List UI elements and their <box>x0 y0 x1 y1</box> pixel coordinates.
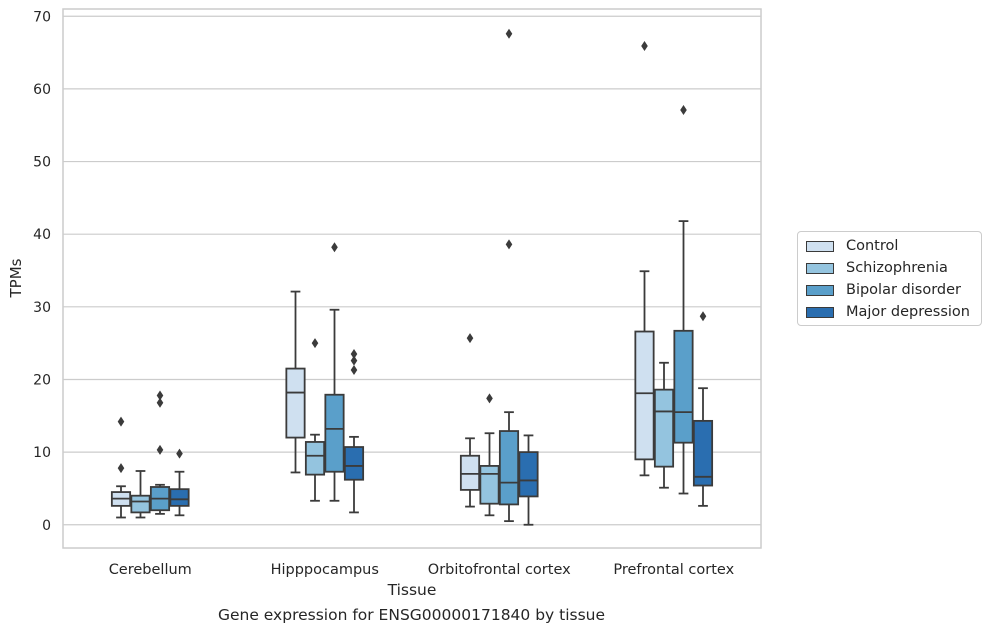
box-major-depression <box>169 448 190 517</box>
outlier-point <box>350 349 358 360</box>
box-bipolar-disorder <box>673 104 694 495</box>
y-tick-label: 60 <box>33 82 51 98</box>
legend-swatch-schizophrenia <box>806 262 834 274</box>
y-tick-label: 70 <box>33 9 51 25</box>
box-schizophrenia <box>653 361 675 489</box>
legend-item-bipolar-disorder: Bipolar disorder <box>806 281 961 299</box>
iqr-box <box>130 494 151 514</box>
legend-swatch-control <box>806 240 834 252</box>
box-schizophrenia <box>130 470 151 519</box>
legend-label-control: Control <box>846 238 899 254</box>
outlier-point <box>350 355 358 366</box>
iqr-box <box>343 446 365 481</box>
box-major-depression <box>692 311 714 507</box>
outlier-point <box>156 444 164 455</box>
legend: Control Schizophrenia Bipolar disorder M… <box>797 231 982 326</box>
box-bipolar-disorder <box>324 242 345 502</box>
outlier-point <box>117 416 125 427</box>
legend-item-major-depression: Major depression <box>806 303 970 321</box>
box-control <box>634 41 655 477</box>
box-schizophrenia <box>479 393 500 517</box>
outlier-point <box>331 242 338 253</box>
x-tick-label: Hipppocampus <box>271 562 379 578</box>
y-tick-label: 40 <box>33 227 51 243</box>
iqr-box <box>304 441 326 476</box>
x-tick-label: Orbitofrontal cortex <box>428 562 571 578</box>
iqr-box <box>459 454 481 491</box>
outlier-point <box>505 28 513 39</box>
outlier-point <box>156 390 164 401</box>
box-major-depression <box>518 434 539 526</box>
outlier-point <box>505 239 513 250</box>
iqr-box <box>692 419 714 487</box>
x-tick-labels: Cerebellum Hipppocampus Orbitofrontal cort… <box>109 562 735 578</box>
outlier-point <box>311 338 319 349</box>
box-series <box>110 28 714 526</box>
legend-label-schizophrenia: Schizophrenia <box>846 260 948 276</box>
y-tick-labels: 0 10 20 30 40 50 60 70 <box>33 9 51 533</box>
outlier-point <box>117 463 125 474</box>
iqr-box <box>518 451 539 498</box>
y-tick-label: 30 <box>33 300 51 316</box>
iqr-box <box>653 388 675 468</box>
box-bipolar-disorder <box>149 390 171 515</box>
iqr-box <box>498 430 520 506</box>
y-tick-label: 10 <box>33 445 51 461</box>
box-bipolar-disorder <box>498 28 520 523</box>
box-control <box>285 290 306 474</box>
x-axis-label: Tissue <box>387 581 437 599</box>
outlier-point <box>466 333 474 344</box>
outlier-point <box>641 41 648 52</box>
x-tick-label: Prefrontal cortex <box>613 562 734 578</box>
legend-label-bipolar-disorder: Bipolar disorder <box>846 282 961 298</box>
outlier-point <box>176 448 183 459</box>
legend-item-control: Control <box>806 237 898 255</box>
legend-swatch-bipolar-disorder <box>806 284 834 296</box>
y-axis-label: TPMs <box>7 258 25 298</box>
outlier-point <box>350 365 358 376</box>
legend-item-schizophrenia: Schizophrenia <box>806 259 948 277</box>
iqr-box <box>634 330 655 461</box>
iqr-box <box>285 367 306 439</box>
iqr-box <box>673 329 694 444</box>
y-tick-label: 50 <box>33 155 51 171</box>
box-control <box>459 333 481 508</box>
box-schizophrenia <box>304 338 326 502</box>
outlier-point <box>699 311 707 322</box>
outlier-point <box>680 104 687 115</box>
legend-swatch-major-depression <box>806 306 834 318</box>
outlier-point <box>156 397 164 408</box>
figure-caption: Gene expression for ENSG00000171840 by t… <box>217 606 606 624</box>
iqr-box <box>324 393 345 473</box>
legend-label-major-depression: Major depression <box>846 304 970 320</box>
outlier-point <box>486 393 493 404</box>
x-tick-label: Cerebellum <box>109 562 192 578</box>
iqr-box <box>169 488 190 507</box>
box-major-depression <box>343 349 365 514</box>
y-tick-label: 0 <box>42 518 51 534</box>
iqr-box <box>479 465 500 505</box>
y-tick-label: 20 <box>33 372 51 388</box>
plot-frame <box>62 8 762 549</box>
box-control <box>110 416 132 519</box>
